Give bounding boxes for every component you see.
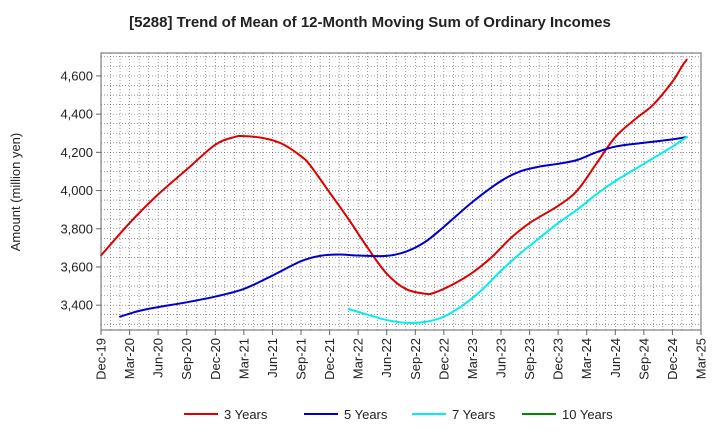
x-tick-label: Dec-22 <box>436 338 451 380</box>
series-line-7-years <box>347 136 688 324</box>
legend: 3 Years 5 Years 7 Years 10 Years <box>184 407 613 422</box>
x-tick-label: Mar-20 <box>122 338 137 379</box>
y-axis-label: Amount (million yen) <box>8 133 23 252</box>
x-tick-label: Jun-22 <box>379 338 394 378</box>
y-tick-label: 4,000 <box>60 183 93 198</box>
y-tick-label: 4,200 <box>60 145 93 160</box>
y-tick-label: 4,400 <box>60 107 93 122</box>
x-tick-label: Dec-20 <box>208 338 223 380</box>
legend-label-3-years: 3 Years <box>224 407 268 422</box>
series-layer <box>100 58 688 324</box>
grid-layer <box>101 53 701 330</box>
legend-label-7-years: 7 Years <box>452 407 496 422</box>
x-tick-layer: Dec-19 Mar-20 Jun-20 Sep-20 Dec-20 Mar-21 Jun-… <box>94 330 709 380</box>
x-tick-label: Dec-24 <box>665 338 680 380</box>
x-tick-label: Mar-23 <box>465 338 480 379</box>
x-tick-label: Dec-21 <box>322 338 337 380</box>
legend-label-5-years: 5 Years <box>344 407 388 422</box>
series-line-3-years <box>100 58 688 296</box>
x-tick-label: Mar-22 <box>351 338 366 379</box>
legend-label-10-years: 10 Years <box>562 407 613 422</box>
x-tick-label: Sep-20 <box>179 338 194 380</box>
x-tick-label: Sep-22 <box>408 338 423 380</box>
x-tick-label: Mar-24 <box>579 338 594 379</box>
y-tick-label: 3,400 <box>60 298 93 313</box>
x-tick-label: Jun-20 <box>151 338 166 378</box>
x-tick-label: Dec-23 <box>551 338 566 380</box>
chart-title: [5288] Trend of Mean of 12-Month Moving … <box>129 14 611 31</box>
y-tick-label: 3,800 <box>60 221 93 236</box>
y-tick-label: 4,600 <box>60 68 93 83</box>
x-tick-label: Mar-25 <box>694 338 709 379</box>
x-tick-label: Jun-23 <box>494 338 509 378</box>
x-tick-label: Jun-21 <box>265 338 280 378</box>
x-tick-label: Sep-21 <box>294 338 309 380</box>
x-tick-label: Dec-19 <box>94 338 109 380</box>
plot-area <box>101 53 701 330</box>
plot-border <box>100 52 702 331</box>
y-tick-layer: 3,400 3,600 3,800 4,000 4,200 4,400 4,600 <box>60 68 101 313</box>
x-tick-label: Sep-24 <box>636 338 651 380</box>
x-tick-label: Jun-24 <box>608 338 623 378</box>
series-line-5-years <box>119 136 688 318</box>
x-tick-label: Mar-21 <box>236 338 251 379</box>
y-tick-label: 3,600 <box>60 259 93 274</box>
x-tick-label: Sep-23 <box>522 338 537 380</box>
